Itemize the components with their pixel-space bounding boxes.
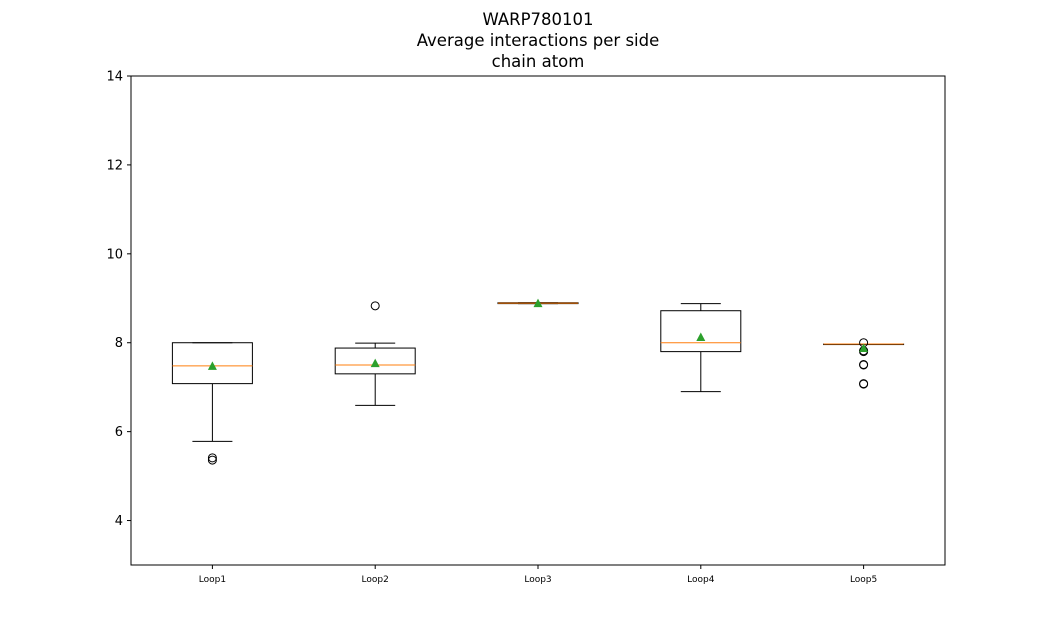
box-iqr-Loop4 <box>660 310 742 353</box>
outlier-Loop1-1 <box>207 453 217 463</box>
mean-marker-Loop1 <box>207 361 217 370</box>
outlier-Loop1-0 <box>207 455 217 465</box>
box-Loop4 <box>660 303 742 393</box>
outlier-Loop5-6 <box>859 379 869 389</box>
outlier-Loop2-0 <box>370 301 380 311</box>
box-iqr-Loop2 <box>334 347 416 375</box>
x-tick-label-Loop2: Loop2 <box>362 575 389 585</box>
mean-marker-Loop5 <box>859 343 869 353</box>
chart-title-line-3: chain atom <box>491 52 585 71</box>
y-tick-label-6: 6 <box>115 425 123 440</box>
box-Loop1 <box>171 342 253 465</box>
y-tick-label-10: 10 <box>106 247 123 262</box>
outlier-Loop5-4 <box>859 360 869 370</box>
mean-marker-Loop2 <box>370 358 380 368</box>
x-axis: Loop1 Loop2 Loop3 Loop4 Loop5 <box>199 565 877 585</box>
mean-marker-Loop3 <box>533 298 543 308</box>
y-tick-label-4: 4 <box>115 514 123 529</box>
box-iqr-Loop1 <box>171 342 253 385</box>
x-tick-label-Loop3: Loop3 <box>524 575 551 585</box>
box-Loop2 <box>334 301 416 406</box>
y-tick-label-8: 8 <box>115 336 123 351</box>
box-Loop3 <box>497 298 579 308</box>
y-tick-label-14: 14 <box>106 70 123 85</box>
plot-frame <box>130 75 946 566</box>
x-tick-label-Loop1: Loop1 <box>199 575 226 585</box>
boxes-layer <box>171 298 905 465</box>
chart-title-line-1: WARP780101 <box>482 10 594 29</box>
x-tick-label-Loop5: Loop5 <box>850 575 877 585</box>
y-tick-label-12: 12 <box>106 158 123 173</box>
x-tick-label-Loop4: Loop4 <box>687 575 715 585</box>
mean-marker-Loop4 <box>696 332 706 341</box>
box-Loop5 <box>823 338 905 389</box>
chart-title-line-2: Average interactions per side <box>416 31 660 50</box>
y-axis: 4 6 8 10 12 14 <box>106 70 131 529</box>
